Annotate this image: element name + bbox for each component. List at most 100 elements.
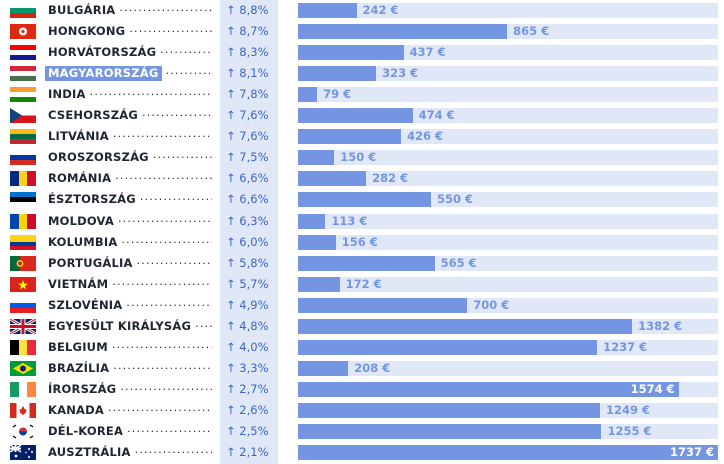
- leader-dots: ········································: [142, 109, 212, 123]
- value-label: 150 €: [340, 150, 377, 165]
- growth-label: ↑ 8,1%: [226, 66, 269, 81]
- flag-stripe: [10, 339, 19, 355]
- growth-label: ↑ 7,6%: [226, 108, 269, 123]
- leader-dots: ········································: [165, 67, 212, 81]
- value-label: 474 €: [418, 108, 455, 123]
- flag-stripe: [10, 7, 36, 14]
- country-label: LITVÁNIA: [48, 129, 109, 144]
- flag-graphic: [10, 24, 36, 40]
- value-label: 437 €: [409, 45, 446, 60]
- value-label: 113 €: [331, 213, 368, 228]
- leader-dots: ········································: [139, 193, 212, 207]
- bar: [298, 297, 468, 313]
- value-label: 323 €: [382, 66, 419, 81]
- value-label: 550 €: [436, 192, 473, 207]
- leader-dots: ········································: [89, 88, 212, 102]
- flag-stripe: [10, 171, 19, 187]
- leader-dots: ········································: [120, 382, 212, 396]
- country-label: HONGKONG: [48, 24, 126, 39]
- flag-graphic: [10, 360, 36, 376]
- bar: [298, 276, 340, 292]
- flag-icon: [10, 45, 36, 61]
- growth-label: ↑ 6,6%: [226, 171, 269, 186]
- leader-dots: ········································: [119, 4, 212, 17]
- flag-icon: [10, 150, 36, 166]
- bar-track: [298, 87, 718, 103]
- growth-label: ↑ 6,3%: [226, 213, 269, 228]
- growth-label: ↑ 3,3%: [226, 360, 269, 375]
- flag-stripe: [10, 66, 36, 72]
- growth-column-background: [220, 0, 278, 464]
- leader-dots: ········································: [195, 319, 212, 333]
- bar: [298, 108, 413, 124]
- flag-stripe: [10, 139, 36, 145]
- country-label: VIETNÁM: [48, 276, 109, 291]
- flag-graphic: [10, 424, 36, 439]
- country-label: OROSZORSZÁG: [48, 150, 149, 165]
- bar: [298, 234, 336, 250]
- bar: [298, 192, 431, 208]
- flag-stripe: [10, 202, 36, 208]
- growth-label: ↑ 7,5%: [226, 150, 269, 165]
- bar-track: [298, 213, 718, 229]
- flag-icon: [10, 234, 36, 250]
- bar-track: [298, 360, 718, 376]
- bar: [298, 381, 679, 397]
- leader-dots: ········································: [126, 298, 212, 312]
- growth-label: ↑ 7,6%: [226, 129, 269, 144]
- flag-stripe: [10, 134, 36, 140]
- leader-dots: ········································: [111, 340, 212, 354]
- flag-stripe: [10, 160, 36, 166]
- leader-dots: ········································: [117, 214, 212, 228]
- leader-dots: ········································: [136, 256, 212, 270]
- flag-icon: [10, 213, 36, 229]
- bar: [298, 360, 349, 376]
- flag-stripe: [10, 71, 36, 77]
- flag-icon: [10, 255, 36, 271]
- bar: [298, 87, 318, 103]
- flag-icon: [10, 3, 36, 18]
- value-label: 426 €: [407, 129, 444, 144]
- flag-icon: [10, 276, 36, 292]
- country-label: BRAZÍLIA: [48, 360, 110, 375]
- growth-label: ↑ 4,8%: [226, 318, 269, 333]
- flag-stripe: [27, 339, 36, 355]
- flag-stripe: [10, 150, 36, 156]
- value-label: 565 €: [440, 255, 477, 270]
- leader-dots: ········································: [112, 130, 212, 144]
- flag-stripe: [10, 3, 36, 9]
- growth-label: ↑ 5,8%: [226, 255, 269, 270]
- value-label: 282 €: [372, 171, 409, 186]
- growth-label: ↑ 8,8%: [226, 3, 269, 17]
- flag-stripe: [18, 213, 28, 229]
- country-label: EGYESÜLT KIRÁLYSÁG: [48, 318, 192, 333]
- flag-graphic: [10, 108, 36, 124]
- growth-label: ↑ 2,5%: [226, 424, 269, 438]
- flag-icon: [10, 381, 36, 397]
- flag-stripe: [27, 381, 36, 397]
- flag-stripe: [10, 192, 36, 198]
- growth-label: ↑ 6,0%: [226, 234, 269, 249]
- flag-graphic: [10, 445, 36, 461]
- flag-stripe: [10, 307, 36, 313]
- flag-icon: [10, 445, 36, 461]
- flag-stripe: [10, 129, 36, 135]
- value-label: 79 €: [323, 87, 352, 102]
- growth-label: ↑ 2,7%: [226, 381, 269, 396]
- country-label: MOLDOVA: [48, 213, 114, 228]
- leader-dots: ········································: [115, 172, 212, 186]
- growth-label: ↑ 8,3%: [226, 45, 269, 60]
- bar-track: [298, 66, 718, 82]
- country-label: MAGYARORSZÁG: [45, 66, 162, 82]
- leader-dots: ········································: [112, 277, 212, 291]
- bar: [298, 45, 404, 61]
- flag-icon: [10, 129, 36, 145]
- country-label: ROMÁNIA: [48, 171, 112, 186]
- flag-stripe: [27, 213, 36, 229]
- growth-label: ↑ 2,1%: [226, 445, 269, 460]
- country-label: KOLUMBIA: [48, 234, 118, 249]
- flag-icon: [10, 318, 36, 334]
- flag-stripe: [10, 297, 36, 303]
- flag-graphic: [10, 402, 36, 418]
